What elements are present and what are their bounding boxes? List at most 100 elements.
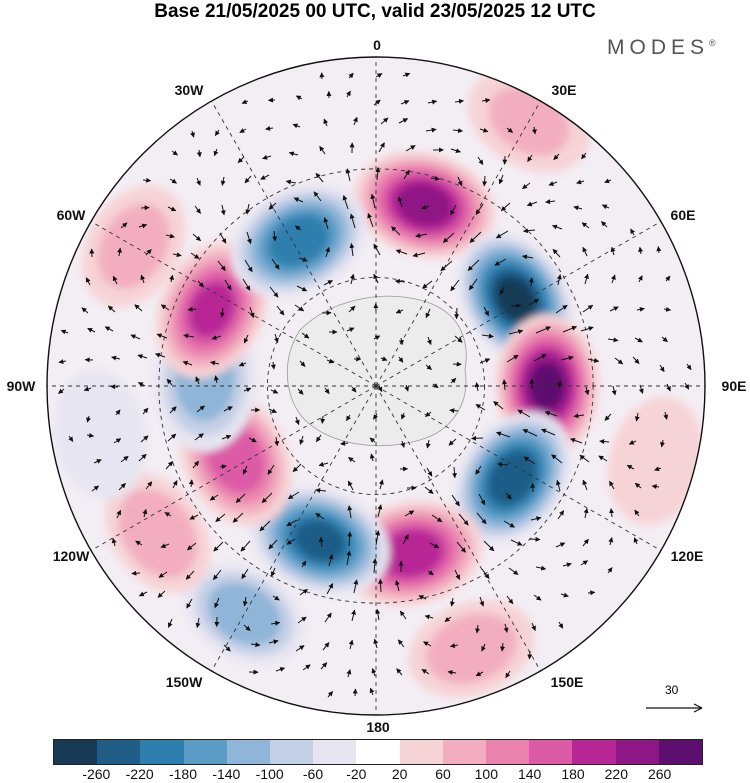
wind-vector-arrow: [562, 325, 577, 333]
wind-vector-arrow: [499, 286, 505, 295]
colorbar-tick-label: -220: [125, 766, 154, 782]
wind-vector-arrow: [440, 260, 453, 272]
wind-vector-arrow: [544, 410, 558, 417]
colorbar-swatch: [270, 740, 314, 764]
wind-vector-arrow: [423, 641, 432, 647]
wind-vector-arrow: [190, 130, 195, 138]
wind-vector-arrow: [313, 191, 322, 202]
wind-vector-arrow: [457, 176, 463, 187]
wind-vector-arrow: [196, 177, 201, 186]
wind-vector-arrow: [347, 480, 354, 491]
colorbar-swatch: [529, 740, 573, 764]
wind-vector-arrow: [398, 356, 404, 363]
wind-vector-arrow: [235, 493, 246, 503]
wind-vector-arrow: [265, 125, 274, 131]
wind-vector-arrow: [60, 329, 69, 335]
wind-vector-arrow: [145, 481, 153, 490]
lon-label-0: 0: [373, 37, 381, 53]
wind-vector-arrow: [506, 595, 514, 605]
wind-vector-arrow: [373, 243, 381, 256]
wind-vector-arrow: [526, 201, 538, 207]
colorbar-tick-label: 60: [435, 766, 451, 782]
wind-vector-arrow: [195, 376, 201, 385]
colorbar-tick-label: 140: [517, 766, 542, 782]
wind-vector-arrow: [450, 148, 461, 154]
wind-vector-arrow: [659, 364, 665, 373]
wind-vector-arrow: [250, 642, 261, 648]
wind-vector-arrow: [531, 126, 537, 135]
wind-vector-arrow: [576, 179, 585, 185]
wind-vector-arrow: [87, 327, 96, 333]
colorbar-ticks: -260 -220 -180 -140 -100 -60 -20 20 60 100 140 180 2…: [53, 766, 703, 783]
wind-vector-arrow: [295, 95, 303, 101]
lon-label-60w: 60W: [56, 207, 86, 223]
wind-vector-arrow: [214, 597, 220, 609]
wind-vector-arrow: [286, 519, 298, 527]
wind-vector-arrow: [427, 570, 434, 576]
wind-vector-arrow: [315, 434, 322, 443]
wind-vector-arrow: [506, 127, 513, 133]
wind-vector-arrow: [527, 650, 533, 660]
wind-vector-arrow: [267, 464, 275, 475]
wind-vector-arrow: [242, 465, 248, 475]
wind-vector-arrow: [452, 466, 458, 479]
wind-vector-arrow: [244, 175, 252, 184]
wind-vector-arrow: [395, 308, 404, 314]
wind-vector-arrow: [272, 230, 278, 242]
wind-vector-arrow: [451, 494, 460, 507]
wind-vector-arrow: [581, 222, 590, 229]
wind-vector-arrow: [165, 461, 174, 470]
wind-vector-arrow: [607, 567, 613, 574]
wind-vector-arrow: [399, 610, 407, 620]
wind-vector-arrow: [545, 199, 556, 205]
wind-vector-arrow: [552, 248, 561, 258]
wind-vector-arrow: [522, 254, 534, 260]
wind-vector-arrow: [58, 388, 65, 394]
wind-vector-arrow: [346, 90, 351, 98]
wind-vector-arrow: [346, 550, 352, 566]
wind-vector-arrow: [500, 642, 506, 652]
map-title: Base 21/05/2025 00 UTC, valid 23/05/2025…: [154, 1, 596, 22]
wind-vector-arrow: [294, 416, 300, 426]
colorbar-swatch: [356, 740, 400, 764]
wind-vector-arrow: [533, 353, 547, 362]
wind-vector-arrow: [425, 364, 432, 370]
wind-vector-arrow: [172, 480, 178, 489]
wind-vector-arrow: [373, 638, 379, 649]
wind-vector-arrow: [402, 534, 409, 545]
wind-vector-arrow: [425, 308, 431, 319]
wind-vector-arrow: [558, 621, 564, 629]
colorbar-tick-label: -180: [168, 766, 198, 782]
anomaly-contour-band: [268, 214, 330, 267]
wind-vector-arrow: [573, 413, 585, 419]
wind-vector-arrow: [584, 273, 589, 285]
wind-vector-arrow: [142, 177, 152, 183]
wind-vector-arrow: [375, 73, 383, 78]
wind-vector-arrow: [548, 181, 558, 186]
wind-vector-arrow: [562, 562, 572, 568]
wind-vector-arrow: [531, 622, 536, 631]
wind-vector-arrow: [262, 154, 272, 160]
wind-vector-arrow: [302, 664, 311, 671]
meridian-line: [375, 385, 662, 551]
wind-vector-arrow: [268, 639, 279, 645]
wind-vector-arrow: [220, 176, 226, 186]
wind-vector-arrow: [167, 433, 177, 442]
wind-vector-arrow: [425, 127, 437, 133]
wind-vector-arrow: [452, 128, 464, 134]
wind-vector-arrow: [269, 286, 279, 298]
wind-vector-arrow: [481, 97, 491, 103]
wind-vector-arrow: [601, 204, 610, 210]
wind-vector-arrow: [432, 383, 439, 389]
wind-vector-arrow: [353, 579, 359, 594]
wind-vector-arrow: [373, 99, 381, 106]
wind-vector-arrow: [241, 568, 249, 580]
wind-vector-arrow: [609, 306, 619, 312]
wind-vector-arrow: [243, 334, 249, 344]
lon-label-120e: 120E: [670, 548, 704, 564]
antarctica-landmass: [286, 295, 467, 447]
wind-vector-arrow: [378, 578, 384, 593]
positive-anomaly-cell: [408, 600, 535, 698]
wind-vector-arrow: [495, 230, 509, 239]
wind-vector-arrow: [270, 567, 276, 577]
